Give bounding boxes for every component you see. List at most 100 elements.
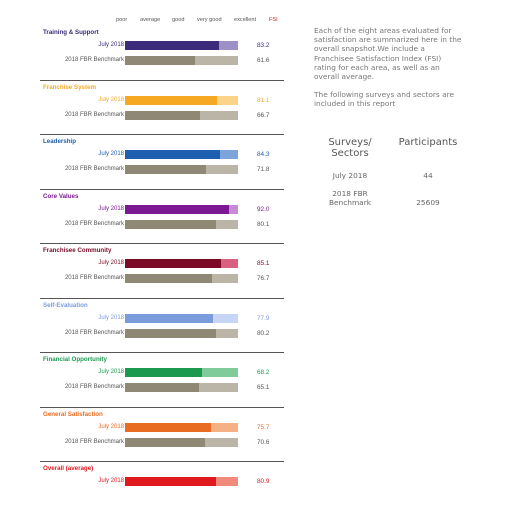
current-bar-fill [125,150,221,159]
current-row: July 2018 75.7 [40,422,284,433]
benchmark-label: 2018 FBR Benchmark [64,220,124,227]
current-value: 83.2 [257,42,270,49]
current-bar-fill [125,368,203,377]
benchmark-bar-remainder [215,219,238,229]
current-bar-remainder [221,259,238,268]
current-bar-remainder [219,41,238,50]
section-title: Overall (average) [43,465,94,472]
benchmark-label: 2018 FBR Benchmark [64,57,124,63]
table-row-participants: 44 [423,170,433,180]
section-title: General Satisfaction [43,410,103,418]
benchmark-value: 66.7 [257,111,270,119]
scale-label-poor: poor [116,17,128,23]
benchmark-bar-remainder [194,56,238,65]
benchmark-bar-remainder [200,110,238,120]
benchmark-label: 2018 FBR Benchmark [64,384,124,390]
benchmark-bar-fill [125,274,212,283]
current-bar-fill [125,41,220,50]
current-bar [125,259,238,268]
current-value: 77.9 [257,314,270,322]
current-label: July 2018 [98,314,124,321]
section-title: Core Values [43,192,79,200]
summary-panel: Each of the eight areas evaluated for sa… [314,26,464,217]
benchmark-value: 61.6 [257,57,270,64]
current-label: July 2018 [98,478,124,484]
current-value: 75.7 [257,423,270,431]
chart-section: General Satisfaction July 2018 75.7 2018 FB… [40,408,284,462]
section-title: Financial Opportunity [43,356,107,363]
current-label: July 2018 [98,260,124,266]
benchmark-bar [125,219,238,229]
chart-groups: Training & Support July 2018 83.2 2018 FBR … [40,26,284,517]
chart-section: Training & Support July 2018 83.2 2018 FBR … [40,26,284,81]
current-row: July 2018 80.9 [40,477,284,487]
summary-description: Each of the eight areas evaluated for sa… [314,26,462,82]
current-bar-fill [125,204,229,214]
benchmark-row: 2018 FBR Benchmark 66.7 [40,110,284,121]
benchmark-bar-remainder [211,274,238,283]
current-bar [125,150,238,159]
chart-section: Leadership July 2018 84.3 2018 FBR Benchmar… [40,135,284,190]
current-bar-remainder [202,368,238,377]
current-label: July 2018 [98,423,124,430]
current-value: 85.1 [257,260,270,267]
current-value: 80.9 [257,478,270,485]
benchmark-bar-remainder [206,165,238,174]
benchmark-bar-fill [125,110,201,120]
current-row: July 2018 81.1 [40,95,284,106]
benchmark-label: 2018 FBR Benchmark [64,111,124,118]
current-bar [125,477,238,486]
table-row-sector-line1: 2018 FBR [332,188,368,198]
benchmark-bar [125,437,238,447]
current-value: 92.0 [257,205,270,213]
current-label: July 2018 [98,151,124,157]
scale-label-very-good: very good [197,17,222,23]
current-row: July 2018 83.2 [40,41,284,51]
section-title: Franchise System [43,83,96,91]
scale-header: poor average good very good excellent FS… [40,14,284,26]
current-label: July 2018 [98,369,124,375]
benchmark-row: 2018 FBR Benchmark 80.2 [40,328,284,339]
chart-section: Core Values July 2018 92.0 2018 FBR Benchma… [40,190,284,244]
current-bar [125,204,238,214]
benchmark-label: 2018 FBR Benchmark [64,166,124,172]
current-bar-remainder [213,313,238,323]
benchmark-row: 2018 FBR Benchmark 61.6 [40,56,284,66]
scale-label-good: good [172,17,185,23]
table-row-participants: 25609 [416,197,440,207]
benchmark-label: 2018 FBR Benchmark [64,438,124,445]
benchmark-bar [125,165,238,174]
satisfaction-chart: poor average good very good excellent FS… [40,14,284,517]
benchmark-label: 2018 FBR Benchmark [64,329,124,336]
benchmark-row: 2018 FBR Benchmark 76.7 [40,274,284,284]
current-bar [125,41,238,50]
surveys-header-line1: Surveys/ [328,136,372,148]
benchmark-value: 65.1 [257,384,270,391]
current-bar-fill [125,313,214,323]
benchmark-bar-fill [125,383,199,392]
current-bar-fill [125,259,222,268]
current-row: July 2018 68.2 [40,368,284,378]
benchmark-bar [125,328,238,338]
benchmark-bar-fill [125,219,216,229]
benchmark-bar-fill [125,165,207,174]
section-title: Leadership [43,138,77,145]
benchmark-value: 80.1 [257,220,270,228]
table-row-sector-line2: Benchmark [328,197,372,207]
benchmark-bar-remainder [204,437,238,447]
participants-header: Participants [398,136,458,148]
benchmark-bar [125,110,238,120]
surveys-header: Surveys/ Sectors [314,137,386,160]
current-bar [125,95,238,105]
benchmark-row: 2018 FBR Benchmark 65.1 [40,383,284,393]
benchmark-bar [125,274,238,283]
current-value: 68.2 [257,369,270,376]
benchmark-bar-remainder [198,383,238,392]
current-label: July 2018 [98,42,124,48]
current-bar-fill [125,95,217,105]
benchmark-value: 71.8 [257,166,270,173]
current-label: July 2018 [98,96,124,103]
current-bar-remainder [210,422,238,432]
current-value: 81.1 [257,96,270,104]
chart-section: Self-Evaluation July 2018 77.9 2018 FBR Ben… [40,299,284,353]
